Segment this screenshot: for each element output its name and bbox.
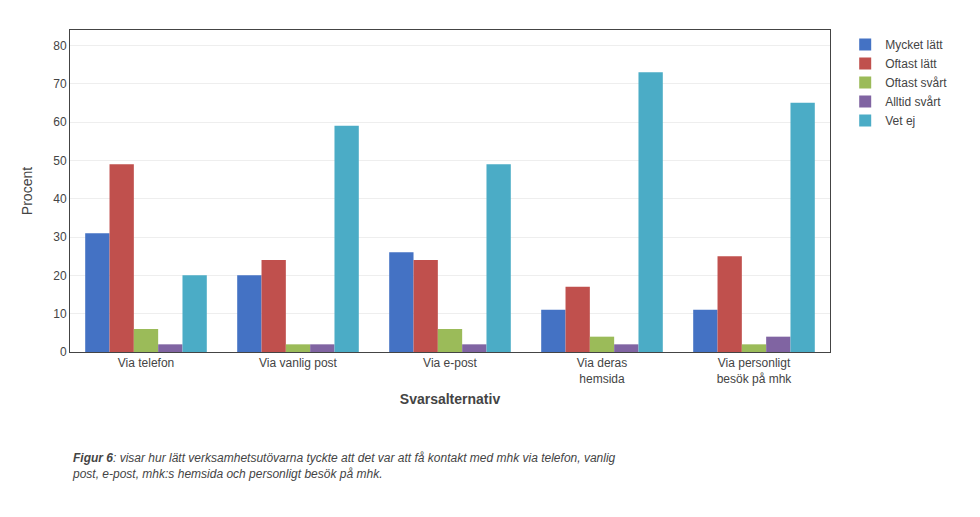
- svg-text:Figur 6: visar hur lätt verksa: Figur 6: visar hur lätt verksamhetsutöva…: [72, 451, 616, 481]
- svg-text:Svarsalternativ: Svarsalternativ: [400, 391, 501, 407]
- svg-text:Alltid svårt: Alltid svårt: [885, 95, 941, 109]
- svg-text:Via telefon: Via telefon: [118, 356, 175, 370]
- svg-text:Via vanlig post: Via vanlig post: [259, 356, 337, 370]
- svg-text:40: 40: [53, 192, 67, 206]
- svg-text:10: 10: [53, 307, 67, 321]
- svg-text:50: 50: [53, 154, 67, 168]
- svg-text:Via e-post: Via e-post: [423, 356, 477, 370]
- svg-text:Via derashemsida: Via derashemsida: [577, 356, 627, 386]
- svg-text:0: 0: [60, 345, 67, 359]
- svg-text:Vet ej: Vet ej: [885, 114, 915, 128]
- svg-text:70: 70: [53, 77, 67, 91]
- svg-text:20: 20: [53, 269, 67, 283]
- svg-text:Oftast svårt: Oftast svårt: [885, 76, 947, 90]
- svg-text:30: 30: [53, 230, 67, 244]
- svg-text:Oftast lätt: Oftast lätt: [885, 57, 937, 71]
- svg-text:Procent: Procent: [19, 167, 35, 215]
- svg-text:60: 60: [53, 115, 67, 129]
- svg-text:80: 80: [53, 39, 67, 53]
- svg-text:Mycket lätt: Mycket lätt: [885, 38, 943, 52]
- svg-text:Via personligtbesök på mhk: Via personligtbesök på mhk: [717, 356, 793, 386]
